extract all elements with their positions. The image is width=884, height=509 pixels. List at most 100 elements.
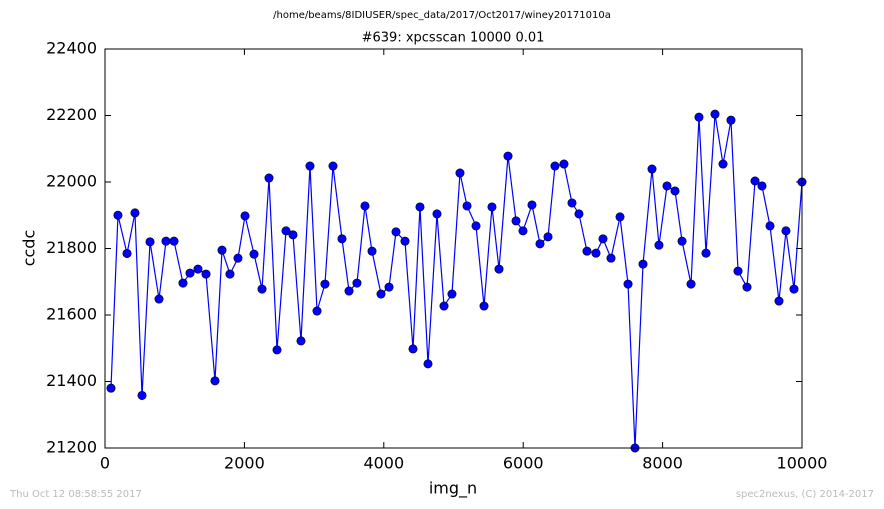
data-point — [670, 186, 680, 196]
data-point — [178, 278, 188, 288]
data-point — [288, 230, 298, 240]
data-point — [774, 296, 784, 306]
data-point — [718, 159, 728, 169]
data-point — [113, 210, 123, 220]
data-point — [455, 168, 465, 178]
data-point — [471, 221, 481, 231]
data-point — [264, 173, 274, 183]
data-point — [647, 164, 657, 174]
data-point — [130, 208, 140, 218]
data-point — [701, 248, 711, 258]
data-point — [654, 240, 664, 250]
data-point — [606, 253, 616, 263]
data-point — [447, 289, 457, 299]
data-point — [582, 246, 592, 256]
data-point — [201, 269, 211, 279]
data-point — [591, 248, 601, 258]
data-point — [352, 278, 362, 288]
x-axis-label: img_n — [429, 479, 477, 499]
x-tick-label: 0 — [100, 454, 110, 473]
data-point — [312, 306, 322, 316]
data-point — [225, 269, 235, 279]
data-point — [733, 266, 743, 276]
data-point — [567, 198, 577, 208]
x-tick-label: 8000 — [642, 454, 683, 473]
y-axis-label: ccdc — [20, 230, 39, 267]
data-point — [145, 237, 155, 247]
data-point — [240, 211, 250, 221]
chart-title: #639: xpcsscan 10000 0.01 — [362, 31, 545, 46]
data-point — [367, 246, 377, 256]
y-tick-label: 21600 — [46, 305, 97, 324]
data-point — [233, 253, 243, 263]
data-point — [193, 264, 203, 274]
data-point — [320, 279, 330, 289]
data-point — [305, 161, 315, 171]
data-point — [432, 209, 442, 219]
data-point — [185, 268, 195, 278]
x-tick-label: 10000 — [777, 454, 828, 473]
x-tick-label: 6000 — [503, 454, 544, 473]
y-tick-label: 21800 — [46, 238, 97, 257]
data-point — [518, 226, 528, 236]
data-point — [487, 202, 497, 212]
data-point — [154, 294, 164, 304]
x-tick-label: 2000 — [224, 454, 265, 473]
data-point — [527, 200, 537, 210]
footer-right: spec2nexus, (C) 2014-2017 — [736, 489, 874, 500]
data-point — [781, 226, 791, 236]
data-point — [574, 209, 584, 219]
data-point — [137, 390, 147, 400]
data-point — [408, 344, 418, 354]
data-point — [376, 289, 386, 299]
data-point — [462, 201, 472, 211]
y-tick-label: 22000 — [46, 172, 97, 191]
data-point — [161, 236, 171, 246]
data-point — [686, 279, 696, 289]
data-point — [598, 234, 608, 244]
data-point — [742, 282, 752, 292]
data-point — [415, 202, 425, 212]
data-line — [110, 114, 803, 449]
data-point — [789, 284, 799, 294]
data-point — [623, 279, 633, 289]
data-point — [106, 383, 116, 393]
data-point — [344, 286, 354, 296]
y-tick-label: 21200 — [46, 438, 97, 457]
data-point — [535, 239, 545, 249]
data-point — [750, 176, 760, 186]
data-point — [122, 248, 132, 258]
data-point — [494, 264, 504, 274]
data-point — [210, 376, 220, 386]
data-point — [296, 336, 306, 346]
data-point — [169, 236, 179, 246]
data-point — [662, 181, 672, 191]
data-point — [503, 151, 513, 161]
x-tick-label: 4000 — [363, 454, 404, 473]
data-point — [726, 115, 736, 125]
data-point — [249, 249, 259, 259]
data-point — [511, 216, 521, 226]
data-point — [328, 161, 338, 171]
data-point — [615, 212, 625, 222]
data-point — [217, 245, 227, 255]
data-point — [543, 232, 553, 242]
data-point — [439, 301, 449, 311]
data-point — [384, 282, 394, 292]
data-point — [479, 301, 489, 311]
data-point — [257, 284, 267, 294]
data-point — [757, 181, 767, 191]
data-point — [281, 226, 291, 236]
data-point — [360, 201, 370, 211]
y-tick-label: 22200 — [46, 105, 97, 124]
data-point — [337, 234, 347, 244]
plot-frame — [104, 48, 803, 449]
footer-left: Thu Oct 12 08:58:55 2017 — [9, 489, 142, 500]
data-point — [550, 161, 560, 171]
data-point — [400, 236, 410, 246]
data-point — [391, 227, 401, 237]
data-point — [272, 345, 282, 355]
suptitle: /home/beams/8IDIUSER/spec_data/2017/Oct2… — [273, 10, 611, 21]
